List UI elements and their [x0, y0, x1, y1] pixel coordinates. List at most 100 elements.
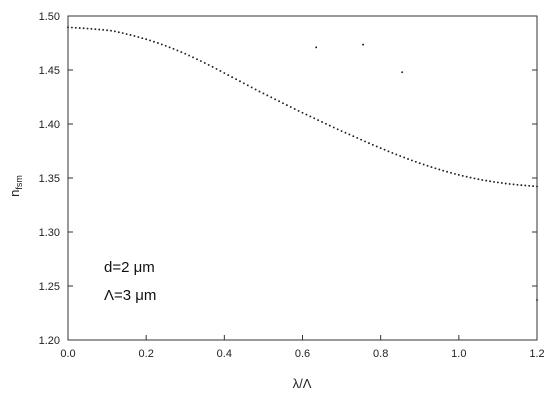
data-point — [227, 74, 230, 77]
data-point — [254, 88, 257, 91]
data-point — [242, 82, 245, 85]
y-axis-title-main: n — [7, 190, 22, 197]
data-point — [446, 170, 449, 173]
data-point — [305, 113, 308, 116]
data-point — [485, 179, 488, 182]
data-point — [278, 100, 280, 103]
data-point — [512, 183, 515, 186]
data-point — [231, 76, 234, 79]
data-point — [176, 49, 179, 52]
data-point — [422, 163, 425, 166]
data-point — [94, 28, 97, 31]
data-point — [274, 98, 277, 101]
data-point — [496, 181, 499, 184]
data-point — [481, 178, 484, 181]
data-point — [407, 158, 409, 160]
y-tick-label: 1.35 — [39, 173, 60, 185]
data-point — [106, 29, 109, 32]
data-point — [289, 106, 292, 108]
data-point — [371, 143, 374, 146]
data-point — [180, 51, 183, 54]
data-point — [504, 182, 507, 185]
data-point — [362, 43, 365, 46]
data-point — [360, 138, 363, 141]
data-point — [414, 160, 417, 163]
data-point — [133, 35, 136, 37]
data-point — [383, 148, 386, 151]
data-point — [325, 122, 327, 125]
data-point — [426, 164, 429, 167]
data-point — [500, 182, 503, 184]
data-point — [379, 147, 382, 150]
data-point — [401, 71, 404, 74]
data-point — [336, 128, 339, 131]
data-point — [352, 135, 355, 138]
data-point — [520, 184, 523, 187]
data-point — [375, 145, 378, 148]
data-point — [344, 131, 347, 134]
data-point — [196, 58, 198, 61]
data-point — [145, 38, 148, 41]
data-point — [395, 153, 398, 156]
y-axis: 1.20 1.25 1.30 1.35 1.40 1.45 1.50 — [39, 11, 537, 347]
x-tick-label: 0.6 — [295, 348, 310, 360]
data-point — [110, 29, 112, 32]
data-point — [246, 84, 249, 87]
x-tick-label: 0.8 — [373, 348, 388, 360]
data-point — [203, 62, 206, 64]
data-point — [262, 92, 265, 95]
data-point — [137, 36, 140, 39]
data-point — [348, 133, 351, 136]
data-point — [524, 184, 527, 187]
data-point — [258, 90, 261, 93]
data-point — [86, 27, 89, 30]
data-point — [125, 33, 128, 35]
data-point — [367, 142, 370, 145]
data-point — [399, 155, 402, 157]
data-point — [461, 174, 464, 177]
data-point — [239, 80, 241, 83]
data-point — [90, 27, 93, 30]
data-point — [184, 52, 187, 55]
y-tick-label: 1.40 — [39, 119, 60, 131]
data-point — [453, 172, 456, 175]
x-axis: 0.0 0.2 0.4 0.6 0.8 1.0 1.2 — [60, 335, 545, 360]
data-point — [82, 27, 85, 30]
data-point — [67, 26, 69, 29]
x-tick-label: 1.0 — [451, 348, 466, 360]
data-point — [340, 130, 343, 132]
x-tick-label: 0.2 — [139, 348, 154, 360]
x-tick-label: 1.2 — [529, 348, 544, 360]
data-point — [188, 54, 191, 57]
data-point — [297, 109, 300, 112]
data-point — [356, 136, 359, 139]
data-point — [78, 27, 81, 29]
data-point — [164, 44, 167, 47]
data-point — [223, 72, 226, 74]
data-point — [391, 151, 394, 154]
data-point — [473, 177, 476, 180]
y-axis-title-subscript: fsm — [14, 175, 24, 190]
annotation-lambda: Λ=3 μm — [104, 287, 156, 304]
data-point — [219, 70, 222, 72]
data-point — [516, 183, 519, 186]
data-point — [465, 175, 468, 178]
y-tick-label: 1.30 — [39, 227, 60, 239]
data-point — [450, 171, 452, 174]
data-point — [536, 299, 538, 301]
data-point — [70, 26, 73, 29]
data-point — [149, 39, 152, 42]
data-point — [387, 150, 390, 153]
data-point — [153, 40, 155, 43]
data-point — [328, 124, 331, 127]
data-series — [67, 26, 538, 301]
data-point — [270, 96, 273, 99]
data-point — [410, 159, 413, 162]
data-point — [364, 140, 366, 143]
data-point — [156, 42, 159, 44]
data-point — [102, 28, 105, 31]
annotation-d: d=2 μm — [104, 259, 155, 276]
data-point — [98, 28, 101, 31]
x-axis-title: λ/Λ — [293, 376, 312, 391]
data-point — [250, 86, 253, 89]
